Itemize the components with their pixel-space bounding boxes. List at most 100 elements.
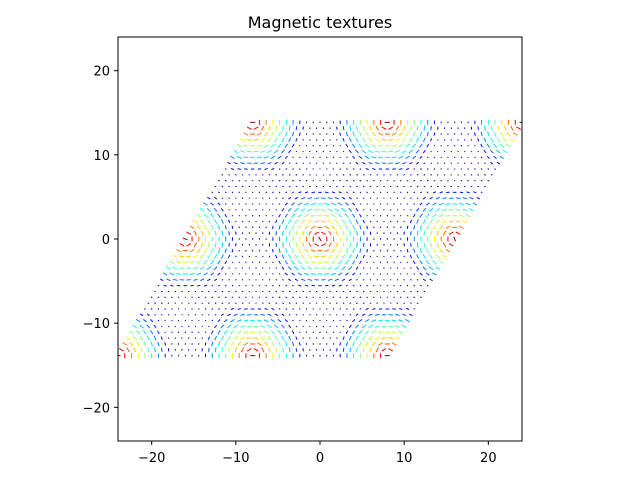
- vector-arrow: [161, 347, 163, 352]
- vector-arrow: [139, 313, 144, 317]
- y-axis: −20 −10 0 10 20: [83, 65, 118, 416]
- vector-arrow: [345, 341, 349, 347]
- vector-arrow: [197, 284, 201, 287]
- vector-arrow: [281, 219, 285, 224]
- vector-arrow: [358, 143, 363, 148]
- vector-arrow: [345, 131, 349, 137]
- vector-arrow: [369, 347, 372, 353]
- vector-arrow: [410, 278, 412, 281]
- vector-arrow: [412, 143, 417, 148]
- vector-arrow: [446, 191, 450, 194]
- vector-arrow: [433, 132, 436, 136]
- vector-arrow: [314, 209, 320, 211]
- x-tick-label: 0: [316, 451, 324, 466]
- vector-arrow: [220, 335, 225, 341]
- vector-arrow: [272, 203, 274, 205]
- vector-arrow: [304, 225, 309, 230]
- vector-arrow: [342, 126, 345, 131]
- vector-arrow: [160, 290, 163, 293]
- vector-arrow: [265, 273, 267, 275]
- vector-arrow: [227, 219, 231, 224]
- vector-arrow: [221, 230, 224, 236]
- vector-arrow: [396, 267, 399, 269]
- vector-arrow: [248, 267, 251, 269]
- vector-arrow: [246, 150, 252, 153]
- vector-arrow: [327, 197, 333, 200]
- vector-arrow: [381, 337, 387, 340]
- vector-arrow: [204, 319, 207, 322]
- vector-arrow: [476, 196, 480, 200]
- vector-arrow: [278, 131, 282, 137]
- vector-arrow: [278, 213, 281, 218]
- vector-arrow: [214, 278, 218, 282]
- vector-arrow: [329, 314, 331, 316]
- vector-arrow: [363, 267, 365, 269]
- vector-arrow: [299, 331, 301, 334]
- vector-arrow: [275, 278, 278, 281]
- vector-arrow: [161, 325, 163, 328]
- vector-arrow: [339, 331, 341, 334]
- vector-arrow: [442, 242, 447, 248]
- vector-arrow: [189, 273, 195, 275]
- vector-arrow: [263, 319, 269, 322]
- vector-arrow: [346, 191, 348, 194]
- vector-arrow: [268, 347, 271, 353]
- vector-arrow: [480, 191, 483, 194]
- vector-arrow: [422, 207, 427, 212]
- vector-arrow: [132, 324, 138, 329]
- vector-arrow: [426, 131, 429, 137]
- vector-arrow: [439, 225, 444, 230]
- vector-arrow: [298, 308, 301, 310]
- vector-arrow: [132, 336, 137, 341]
- vector-arrow: [310, 203, 316, 205]
- vector-arrow: [267, 313, 272, 317]
- vector-arrow: [412, 213, 416, 218]
- vector-arrow: [271, 225, 274, 230]
- vector-arrow: [230, 330, 235, 335]
- vector-arrow: [413, 203, 416, 205]
- vector-arrow: [203, 260, 208, 265]
- vector-arrow: [355, 324, 359, 329]
- vector-arrow: [334, 254, 339, 259]
- vector-arrow: [346, 179, 348, 182]
- vector-arrow: [182, 237, 188, 241]
- vector-arrow: [153, 335, 157, 341]
- vector-arrow: [363, 242, 365, 247]
- vector-arrow: [348, 266, 353, 271]
- vector-arrow: [304, 284, 309, 287]
- vector-arrow: [208, 325, 210, 328]
- vector-arrow: [224, 225, 227, 230]
- vector-arrow: [285, 308, 288, 310]
- vector-arrow: [337, 213, 343, 218]
- vector-arrow: [193, 254, 198, 259]
- vector-arrow: [281, 125, 284, 131]
- vector-arrow: [442, 197, 447, 200]
- vector-arrow: [199, 266, 205, 270]
- vector-arrow: [462, 219, 468, 224]
- vector-arrow: [324, 225, 330, 230]
- vector-arrow: [282, 197, 284, 200]
- vector-arrow: [402, 137, 407, 142]
- vector-arrow: [284, 319, 288, 323]
- vector-arrow: [260, 336, 266, 340]
- vector-arrow: [324, 191, 329, 194]
- vector-arrow: [307, 219, 313, 224]
- vector-arrow: [226, 324, 232, 329]
- vector-arrow: [497, 125, 500, 131]
- vector-arrow: [423, 230, 426, 236]
- vector-arrow: [256, 144, 262, 147]
- vector-arrow: [348, 335, 352, 341]
- vector-arrow: [282, 302, 284, 304]
- vector-arrow: [342, 347, 345, 352]
- vector-arrow: [267, 149, 272, 154]
- vector-arrow: [314, 267, 320, 269]
- vector-arrow: [368, 137, 373, 142]
- vector-arrow: [220, 266, 224, 270]
- vector-arrow: [420, 191, 422, 194]
- vector-arrow: [224, 168, 227, 170]
- vector-arrow: [186, 267, 192, 269]
- vector-arrow: [437, 150, 439, 153]
- vector-arrow: [348, 254, 352, 259]
- vector-arrow: [207, 219, 211, 224]
- vector-arrow: [386, 273, 389, 275]
